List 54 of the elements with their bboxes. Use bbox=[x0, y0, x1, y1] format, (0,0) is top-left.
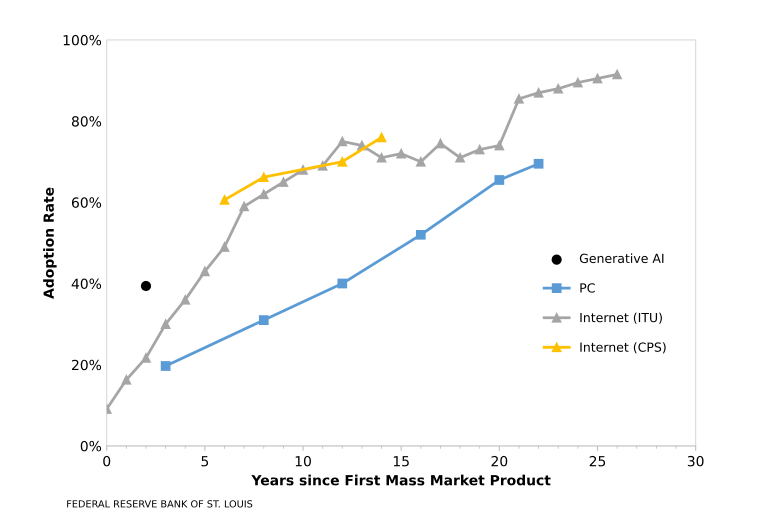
point bbox=[278, 177, 288, 187]
legend-label: PC bbox=[580, 283, 595, 293]
point bbox=[220, 242, 230, 252]
point bbox=[121, 374, 132, 385]
point bbox=[612, 70, 622, 80]
legend-label: Generative AI bbox=[580, 253, 664, 264]
y-tick-label: 80% bbox=[72, 116, 102, 127]
x-tick-label: 5 bbox=[202, 456, 208, 466]
point bbox=[376, 132, 386, 142]
x-tick-label: 15 bbox=[394, 456, 409, 466]
point bbox=[258, 172, 269, 182]
point bbox=[337, 156, 348, 167]
text: FEDERAL RESERVE BANK OF ST. LOUIS bbox=[67, 500, 252, 508]
point bbox=[258, 189, 269, 200]
point bbox=[553, 84, 564, 94]
x-tick-label: 10 bbox=[296, 456, 311, 466]
point bbox=[258, 315, 269, 325]
y-tick-label: 100% bbox=[64, 34, 102, 46]
x-tick-label: 25 bbox=[590, 456, 606, 466]
legend-label: Internet (ITU) bbox=[580, 312, 662, 324]
x-tick-label: 30 bbox=[688, 456, 704, 466]
point bbox=[534, 158, 544, 169]
point bbox=[239, 202, 249, 212]
x-tick-label: 0 bbox=[103, 456, 110, 466]
point bbox=[494, 175, 504, 185]
point bbox=[160, 361, 170, 371]
point bbox=[494, 140, 504, 150]
legend-label: Internet (CPS) bbox=[580, 342, 666, 354]
y-tick-label: 60% bbox=[72, 197, 102, 208]
point bbox=[534, 88, 544, 98]
y-tick-label: 20% bbox=[72, 360, 102, 370]
x-tick-label: 20 bbox=[492, 456, 508, 466]
point bbox=[416, 156, 426, 167]
point bbox=[140, 280, 152, 292]
point bbox=[396, 148, 406, 158]
point bbox=[337, 278, 348, 288]
point bbox=[573, 78, 583, 88]
point bbox=[220, 195, 230, 205]
point bbox=[141, 352, 151, 363]
y-tick-label: 40% bbox=[72, 278, 102, 290]
point bbox=[200, 266, 210, 276]
point bbox=[436, 138, 446, 148]
point bbox=[455, 152, 465, 163]
y-axis-title: Adoption Rate bbox=[43, 188, 57, 299]
point bbox=[180, 294, 190, 305]
x-axis-title: Years since First Mass Market Product bbox=[251, 474, 551, 486]
point bbox=[592, 74, 602, 84]
point bbox=[376, 152, 386, 163]
point bbox=[160, 319, 170, 330]
y-tick-label: 0% bbox=[80, 440, 102, 452]
point bbox=[337, 136, 348, 146]
point bbox=[416, 230, 426, 240]
point bbox=[514, 94, 524, 104]
point bbox=[474, 144, 485, 154]
